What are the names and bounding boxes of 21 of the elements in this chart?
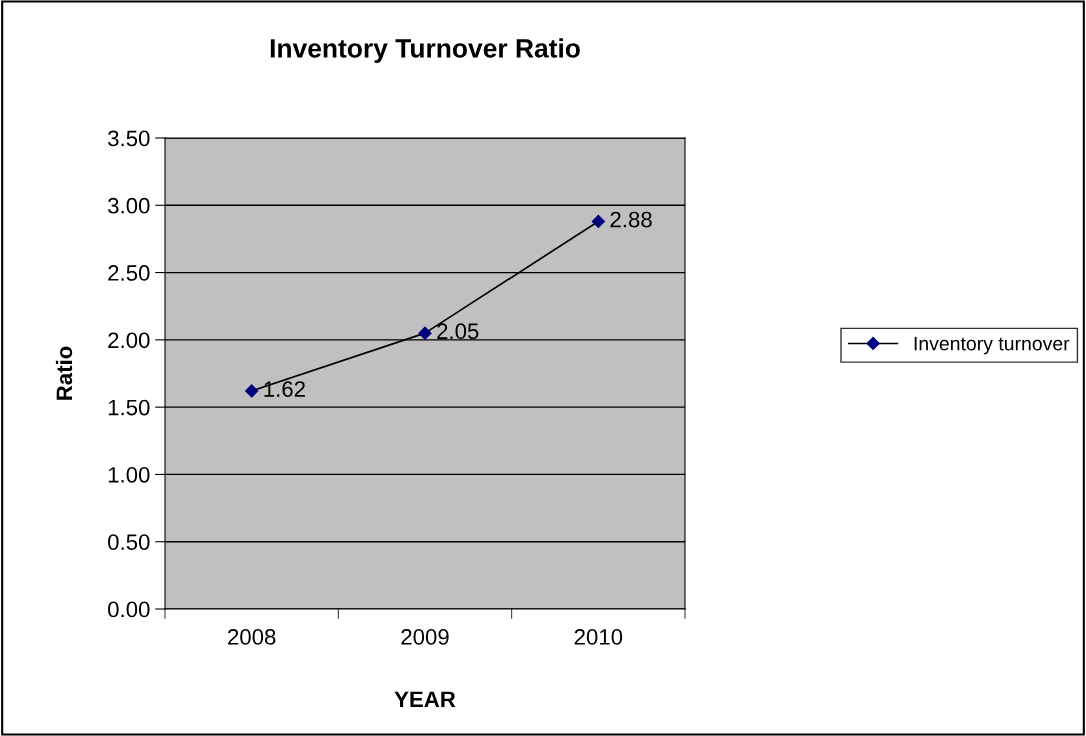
data-label: 1.62 (264, 381, 305, 397)
y-tick-label: 0.50 (108, 534, 150, 550)
x-tick-label: 2010 (574, 629, 623, 645)
data-label: 2.88 (610, 211, 652, 228)
y-tick-label: 3.00 (108, 197, 150, 214)
point (591, 214, 605, 229)
y-axis-title: Ratio (55, 346, 73, 400)
chart-title: Inventory Turnover Ratio (270, 38, 580, 63)
legend-label: Inventory turnover (914, 336, 1070, 355)
y-tick-label: 1.00 (108, 466, 150, 483)
y-tick-label: 1.50 (108, 399, 150, 416)
y-tick-label: 2.00 (108, 332, 150, 349)
y-tick-label: 2.50 (108, 265, 150, 281)
data-label: 2.05 (437, 323, 479, 340)
y-tick-label: 0.00 (108, 601, 150, 618)
y-tick-label: 3.50 (108, 130, 150, 147)
point (245, 384, 259, 398)
point (418, 326, 432, 340)
x-tick-label: 2008 (228, 629, 276, 645)
x-axis-title: YEAR (394, 691, 456, 707)
x-tick-label: 2009 (401, 629, 449, 645)
